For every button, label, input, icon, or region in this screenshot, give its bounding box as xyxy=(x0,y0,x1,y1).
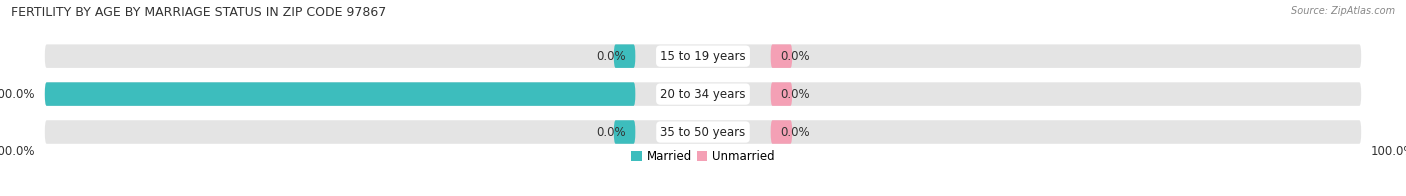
Text: 100.0%: 100.0% xyxy=(0,145,35,158)
Text: 0.0%: 0.0% xyxy=(596,50,626,63)
FancyBboxPatch shape xyxy=(45,44,1361,68)
Text: 0.0%: 0.0% xyxy=(780,50,810,63)
FancyBboxPatch shape xyxy=(770,44,792,68)
Text: 100.0%: 100.0% xyxy=(1371,145,1406,158)
FancyBboxPatch shape xyxy=(770,120,792,144)
FancyBboxPatch shape xyxy=(45,82,636,106)
FancyBboxPatch shape xyxy=(45,82,1361,106)
Text: 20 to 34 years: 20 to 34 years xyxy=(661,88,745,101)
FancyBboxPatch shape xyxy=(45,120,1361,144)
FancyBboxPatch shape xyxy=(614,44,636,68)
FancyBboxPatch shape xyxy=(770,82,792,106)
Text: 15 to 19 years: 15 to 19 years xyxy=(661,50,745,63)
Text: 0.0%: 0.0% xyxy=(780,125,810,139)
FancyBboxPatch shape xyxy=(614,120,636,144)
Legend: Married, Unmarried: Married, Unmarried xyxy=(627,146,779,168)
Text: FERTILITY BY AGE BY MARRIAGE STATUS IN ZIP CODE 97867: FERTILITY BY AGE BY MARRIAGE STATUS IN Z… xyxy=(11,6,387,19)
Text: 0.0%: 0.0% xyxy=(780,88,810,101)
Text: Source: ZipAtlas.com: Source: ZipAtlas.com xyxy=(1291,6,1395,16)
Text: 0.0%: 0.0% xyxy=(596,125,626,139)
Text: 100.0%: 100.0% xyxy=(0,88,35,101)
Text: 35 to 50 years: 35 to 50 years xyxy=(661,125,745,139)
